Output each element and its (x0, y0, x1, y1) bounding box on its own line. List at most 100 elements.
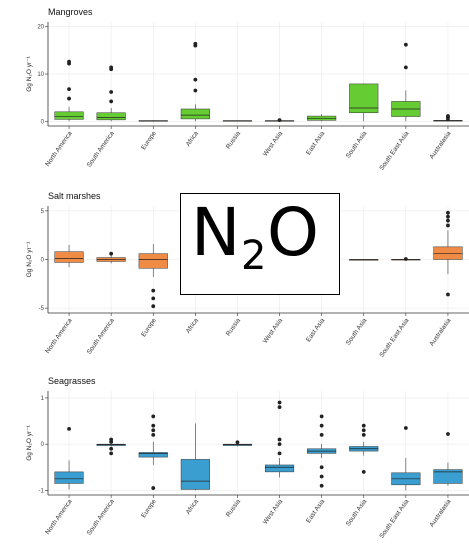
n2o-formula-o: O (267, 194, 319, 271)
panel-title: Salt marshes (48, 191, 101, 201)
x-tick-label: Russia (225, 498, 242, 519)
box-south-america: South America (86, 437, 126, 537)
x-tick-label: South America (86, 130, 116, 169)
x-tick-label: South Asia (345, 317, 369, 347)
outlier-point (67, 427, 71, 431)
x-tick-label: South East Asia (378, 317, 410, 359)
outlier-point (151, 288, 156, 293)
outlier-point (109, 446, 114, 451)
panel-title: Mangroves (48, 7, 93, 17)
outlier-point (319, 465, 324, 470)
x-tick-label: Russia (225, 130, 242, 151)
x-tick-label: North America (44, 317, 74, 355)
box-australasia: Australasia (428, 432, 463, 529)
iqr-box (96, 112, 126, 121)
x-tick-label: East Asia (305, 130, 326, 157)
box-south-america: South America (86, 65, 126, 169)
outlier-point (319, 433, 324, 437)
outlier-point (403, 65, 408, 70)
box-south-asia: South Asia (345, 423, 379, 528)
x-tick-label: West Asia (262, 498, 284, 526)
outlier-point (319, 423, 324, 428)
outlier-point (277, 118, 282, 122)
panel-mangroves: Mangroves 0 10 20 Gg N₂O yr⁻¹ North America So… (26, 7, 469, 172)
outlier-point (446, 114, 450, 118)
box-north-america: North America (44, 427, 84, 536)
outlier-point (361, 423, 366, 428)
outlier-point (151, 296, 156, 301)
y-tick-label: -5 (39, 306, 45, 312)
x-tick-label: West Asia (262, 317, 284, 345)
x-tick-label: East Asia (305, 317, 326, 344)
y-axis-label: Gg N₂O yr⁻¹ (26, 241, 33, 277)
iqr-box (264, 464, 295, 473)
outlier-point (151, 428, 156, 433)
iqr-box (54, 471, 84, 484)
outlier-point (446, 432, 450, 436)
outlier-point (277, 451, 282, 456)
y-axis-label: Gg N₂O yr⁻¹ (26, 424, 33, 460)
x-tick-label: South America (86, 317, 116, 356)
x-tick-label: Russia (225, 317, 242, 338)
x-tick-label: North America (44, 130, 74, 168)
x-tick-label: South Asia (345, 130, 369, 160)
x-tick-label: West Asia (262, 130, 284, 158)
outlier-point (277, 400, 282, 405)
outlier-point (403, 257, 408, 261)
box-europe: Europe (138, 243, 168, 338)
y-tick-label: 1 (41, 396, 45, 402)
outlier-point (319, 414, 324, 419)
outlier-point (151, 433, 156, 437)
outlier-point (235, 440, 240, 445)
outlier-point (109, 451, 114, 456)
outlier-point (446, 218, 450, 223)
x-tick-label: Europe (140, 498, 158, 519)
x-tick-label: South East Asia (378, 498, 410, 540)
x-tick-label: Australasia (428, 317, 452, 348)
box-africa: Africa (180, 423, 210, 516)
outlier-point (403, 426, 408, 430)
outlier-point (193, 41, 198, 46)
y-tick-label: 5 (41, 209, 45, 215)
outlier-point (277, 405, 282, 410)
x-tick-label: South East Asia (378, 130, 410, 172)
outlier-point (151, 304, 156, 309)
y-tick-label: 0 (41, 119, 45, 125)
iqr-box (433, 246, 463, 260)
box-north-america: North America (44, 59, 84, 168)
iqr-box (54, 111, 84, 120)
outlier-point (403, 42, 408, 47)
x-tick-label: South Asia (345, 498, 369, 528)
x-tick-label: Australasia (428, 498, 452, 529)
outlier-point (151, 423, 156, 428)
outlier-point (277, 442, 282, 447)
outlier-point (109, 251, 114, 256)
iqr-box (138, 253, 168, 269)
y-tick-label: 0 (41, 258, 45, 264)
x-tick-label: Africa (185, 317, 200, 335)
iqr-box (138, 452, 168, 458)
outlier-point (361, 433, 366, 437)
x-tick-label: Europe (140, 130, 158, 151)
outlier-point (109, 437, 114, 442)
box-south-asia: South Asia (345, 83, 379, 160)
y-axis-label: Gg N₂O yr⁻¹ (26, 55, 33, 91)
outlier-point (67, 59, 71, 64)
box-south-america: South America (86, 251, 126, 356)
outlier-point (361, 428, 366, 433)
outlier-point (446, 223, 450, 228)
box-east-asia: East Asia (305, 414, 337, 524)
outlier-point (446, 292, 450, 297)
outlier-point (109, 65, 114, 70)
y-tick-label: -1 (39, 488, 45, 494)
x-tick-label: North America (44, 498, 74, 536)
iqr-box (180, 108, 210, 120)
outlier-point (193, 88, 198, 93)
y-tick-label: 10 (37, 72, 44, 78)
iqr-box (180, 459, 210, 490)
box-west-asia: West Asia (262, 118, 295, 158)
n2o-formula-n: N (191, 194, 241, 271)
box-north-america: North America (44, 244, 84, 355)
y-tick-label: 20 (37, 25, 44, 31)
